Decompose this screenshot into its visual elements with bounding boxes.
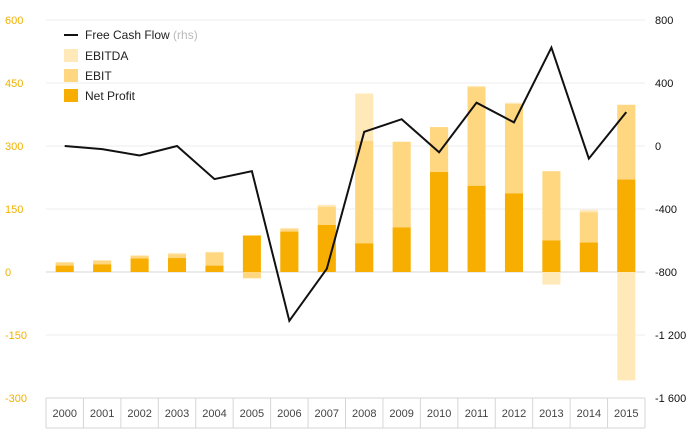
bar-net-profit [317,224,336,272]
bar-net-profit [430,172,449,272]
y-right-tick-label: 400 [655,78,673,90]
y-left-tick-label: 150 [5,204,23,216]
bars [55,85,636,381]
x-tick-label: 2015 [614,408,638,420]
bar-net-profit [467,185,486,272]
y-right-tick-label: -800 [655,267,677,279]
bar-ebitda-negative [617,272,636,381]
y-left-tick-label: 450 [5,78,23,90]
legend-label-free-cash-flow: Free Cash Flow (rhs) [85,28,198,42]
legend-label-ebit: EBIT [85,69,112,83]
y-left-tick-label: 300 [5,141,23,153]
bar-net-profit [168,258,187,272]
bar-net-profit [355,243,374,272]
x-tick-label: 2009 [389,408,413,420]
y-right-tick-label: 800 [655,15,673,27]
x-tick-label: 2013 [539,408,563,420]
x-tick-label: 2004 [202,408,226,420]
x-tick-label: 2003 [165,408,189,420]
bar-net-profit [205,265,224,272]
x-tick-label: 2014 [577,408,601,420]
bar-net-profit [504,193,523,272]
x-tick-label: 2012 [502,408,526,420]
bar-net-profit [130,258,149,272]
x-tick-label: 2001 [90,408,114,420]
bar-net-profit [55,265,74,272]
bar-ebitda-negative [542,272,561,285]
bar-net-profit [579,242,598,272]
x-tick-label: 2010 [427,408,451,420]
free-cash-flow-line [64,44,628,324]
legend-label-net-profit: Net Profit [85,89,136,103]
legend-label-rhs: (rhs) [173,28,198,42]
bar-net-profit [392,227,411,272]
x-tick-label: 2007 [315,408,339,420]
axes: 600 450 300 150 0 -150 -300 800 400 0 -400 -800 -1 2… [5,15,686,429]
x-tick-label: 2008 [352,408,376,420]
legend-swatch-ebitda [64,49,78,62]
legend-swatch-net-profit [64,89,78,102]
legend-swatch-ebit [64,69,78,82]
bar-net-profit [242,235,261,272]
y-right-tick-label: -1 600 [655,393,686,405]
bar-net-profit [93,264,112,272]
x-tick-label: 2002 [127,408,151,420]
y-left-tick-label: 600 [5,15,23,27]
x-tick-label: 2000 [52,408,76,420]
bar-net-profit [617,179,636,272]
bar-ebit [355,140,374,272]
y-right-tick-label: -400 [655,204,677,216]
bar-net-profit [280,231,299,272]
free-cash-flow-line-layer [64,44,628,324]
bar-net-profit [542,240,561,272]
y-left-tick-label: 0 [5,267,11,279]
legend: Free Cash Flow (rhs) EBITDA EBIT Net Profit [64,28,198,103]
y-right-tick-label: -1 200 [655,330,686,342]
y-left-tick-label: -300 [5,393,27,405]
legend-label-ebitda: EBITDA [85,49,128,63]
x-tick-label: 2011 [465,408,489,420]
y-right-tick-label: 0 [655,141,661,153]
x-tick-label: 2006 [277,408,301,420]
y-left-tick-label: -150 [5,330,27,342]
bar-ebit [242,272,261,279]
x-tick-label: 2005 [240,408,264,420]
